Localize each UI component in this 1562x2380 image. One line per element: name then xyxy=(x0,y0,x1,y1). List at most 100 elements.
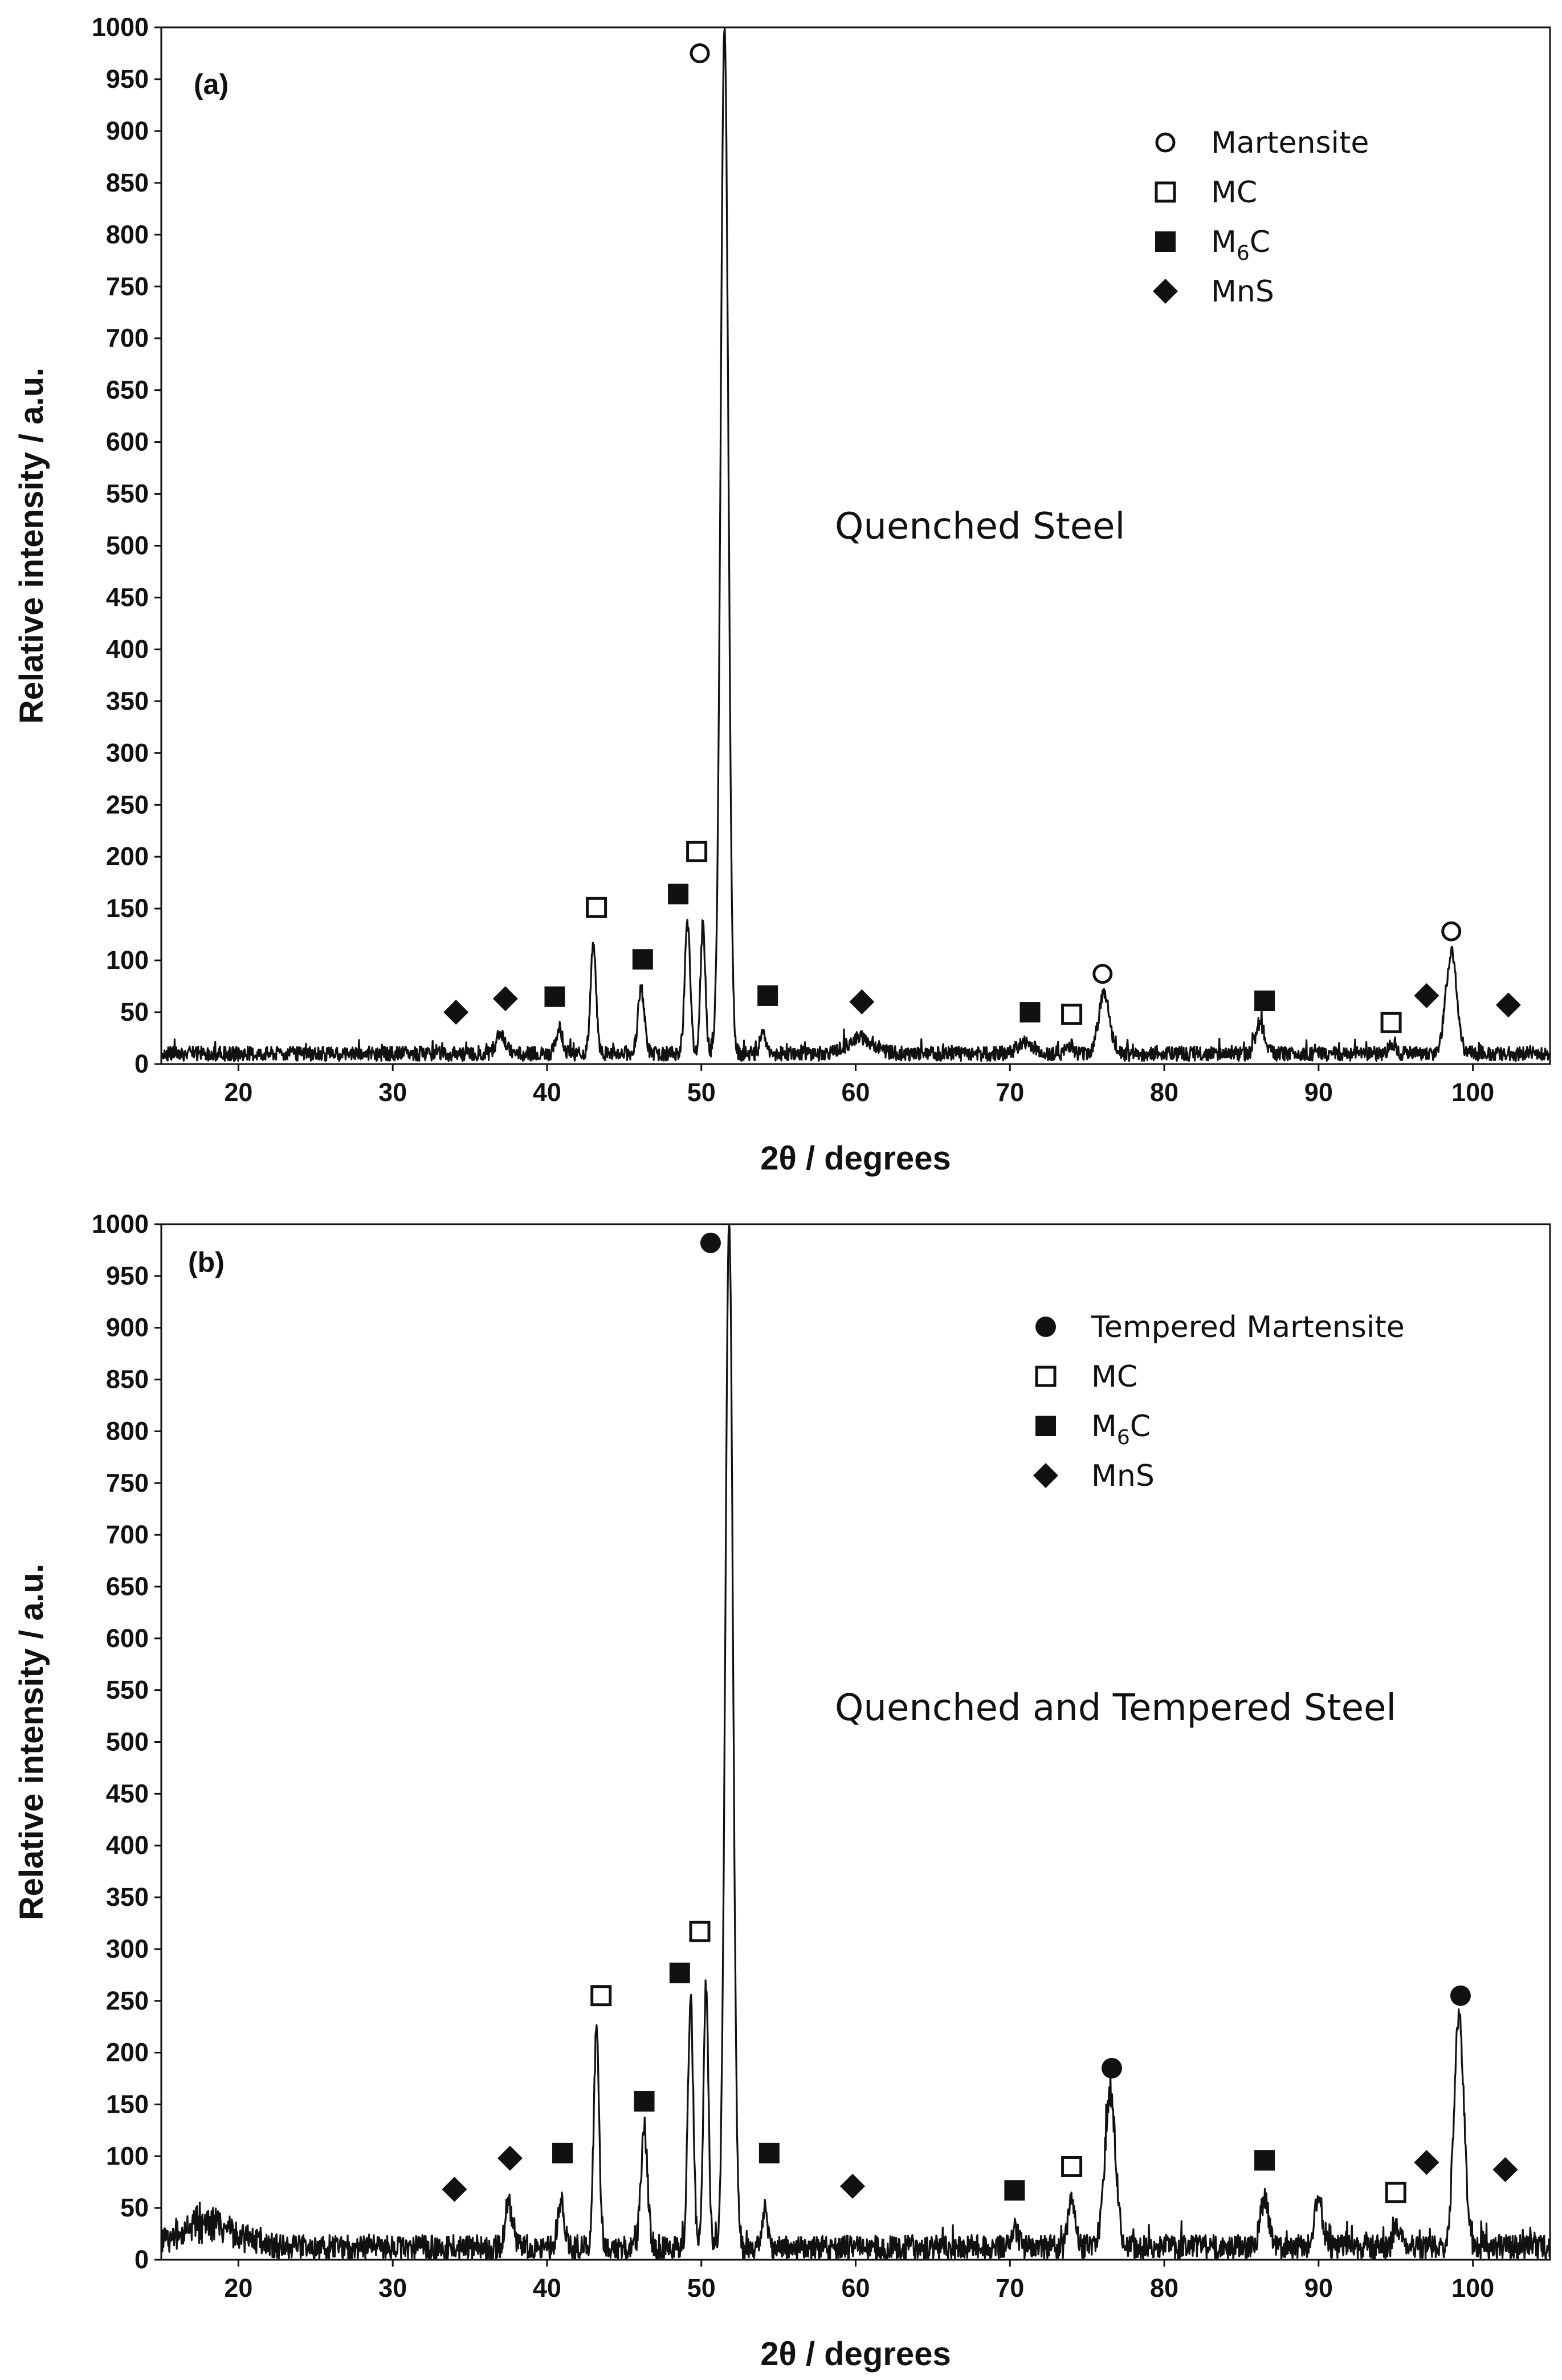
x-tick-label: 60 xyxy=(841,1078,870,1107)
phase-marker-mc xyxy=(1061,1004,1083,1025)
legend-marker xyxy=(1155,132,1176,153)
y-tick-label: 150 xyxy=(106,894,149,923)
x-tick-label: 30 xyxy=(378,1078,407,1107)
legend-marker xyxy=(1033,1463,1058,1488)
legend-label-subscript: 6 xyxy=(1237,242,1250,265)
legend-label: M6C xyxy=(1091,1409,1151,1449)
x-tick-label: 40 xyxy=(533,2273,561,2302)
y-tick-label: 450 xyxy=(106,582,149,612)
legend-label-text: Martensite xyxy=(1211,126,1369,160)
x-tick-label: 80 xyxy=(1150,2273,1178,2302)
x-tick-label: 90 xyxy=(1304,2273,1333,2302)
y-axis-title: Relative intensity / a.u. xyxy=(13,1564,50,1920)
y-tick-label: 400 xyxy=(106,1831,149,1860)
sample-annotation: Quenched and Tempered Steel xyxy=(835,1687,1396,1729)
phase-marker-m6c xyxy=(544,986,565,1007)
phase-marker-mc xyxy=(1061,2155,1083,2177)
phase-marker-mns xyxy=(840,2173,866,2199)
phase-marker-mns xyxy=(492,986,518,1012)
phase-marker-mc xyxy=(689,1921,711,1942)
legend-marker xyxy=(1035,1317,1056,1337)
y-tick-label: 500 xyxy=(106,1727,149,1757)
legend-label-suffix: C xyxy=(1130,1409,1151,1444)
phase-marker-m6c xyxy=(1254,991,1275,1012)
x-tick-label: 90 xyxy=(1304,1078,1333,1107)
phase-markers xyxy=(442,1232,1518,2203)
y-tick-label: 800 xyxy=(106,220,149,249)
y-tick-label: 200 xyxy=(106,842,149,871)
panel-label: (a) xyxy=(194,68,229,100)
phase-marker-mns xyxy=(1414,983,1439,1008)
phase-marker-m6c xyxy=(757,985,778,1006)
y-tick-label: 250 xyxy=(106,790,149,819)
y-axis: 0 50 100 150 200 250 300 350 400 450 500 550 600 650 7… xyxy=(92,13,161,1078)
phase-marker-tempered-martensite xyxy=(1101,2057,1122,2079)
y-tick-label: 600 xyxy=(106,1624,149,1653)
y-tick-label: 850 xyxy=(106,168,149,197)
phase-marker-martensite xyxy=(690,43,710,63)
phase-marker-mns xyxy=(443,1000,469,1025)
legend-label-suffix: C xyxy=(1250,225,1270,259)
panel-label: (b) xyxy=(188,1246,225,1278)
y-tick-label: 650 xyxy=(106,1572,149,1601)
y-tick-label: 950 xyxy=(106,1261,149,1290)
y-tick-label: 850 xyxy=(106,1365,149,1394)
phase-marker-mc xyxy=(686,841,708,862)
phase-marker-tempered-martensite xyxy=(700,1232,721,1253)
x-tick-label: 80 xyxy=(1150,1078,1178,1107)
legend-label: MnS xyxy=(1211,275,1274,309)
y-tick-label: 900 xyxy=(106,1313,149,1342)
y-axis: 0 50 100 150 200 250 300 350 400 450 500 550 600 650 7… xyxy=(92,1209,161,2274)
sample-annotation: Quenched Steel xyxy=(835,506,1125,548)
legend-label-subscript: 6 xyxy=(1117,1426,1130,1449)
x-tick-label: 70 xyxy=(996,2273,1024,2302)
y-tick-label: 350 xyxy=(106,1882,149,1912)
y-tick-label: 250 xyxy=(106,1986,149,2015)
legend-marker xyxy=(1155,181,1176,203)
legend-marker xyxy=(1035,1366,1057,1387)
phase-marker-m6c xyxy=(668,883,689,904)
phase-marker-mns xyxy=(1414,2150,1439,2175)
y-tick-label: 200 xyxy=(106,2038,149,2067)
y-tick-label: 350 xyxy=(106,686,149,715)
chart-panel-b: 0501001502002503003504004505005506006507… xyxy=(13,1209,1551,2373)
x-tick-label: 60 xyxy=(841,2273,870,2302)
phase-marker-martensite xyxy=(1441,921,1462,942)
xrd-pattern-line xyxy=(161,1224,1550,2260)
legend-label-text: MnS xyxy=(1211,275,1274,309)
legend-label-text: M xyxy=(1211,225,1237,259)
legend-label: MC xyxy=(1091,1360,1137,1394)
legend: Martensite MC M6C MnS xyxy=(1153,126,1369,309)
y-tick-label: 700 xyxy=(106,1520,149,1549)
phase-marker-mns xyxy=(442,2177,467,2202)
legend-marker xyxy=(1155,231,1176,252)
y-tick-label: 800 xyxy=(106,1416,149,1445)
phase-marker-m6c xyxy=(634,2090,655,2112)
phase-marker-m6c xyxy=(1004,2180,1025,2201)
phase-marker-martensite xyxy=(1092,964,1113,984)
y-tick-label: 500 xyxy=(106,531,149,560)
legend-label: MC xyxy=(1211,176,1257,210)
y-tick-label: 50 xyxy=(120,997,149,1026)
phase-marker-mns xyxy=(1492,2157,1518,2182)
x-tick-label: 100 xyxy=(1451,2273,1494,2302)
legend-label-text: M xyxy=(1091,1409,1117,1444)
x-tick-label: 50 xyxy=(687,1078,716,1107)
y-tick-label: 750 xyxy=(106,1468,149,1497)
phase-marker-m6c xyxy=(552,2142,573,2163)
phase-marker-mc xyxy=(590,1985,612,2007)
y-tick-label: 900 xyxy=(106,116,149,145)
phase-marker-m6c xyxy=(758,2142,780,2163)
y-tick-label: 550 xyxy=(106,1676,149,1705)
legend-label-text: MnS xyxy=(1091,1459,1155,1493)
phase-marker-mns xyxy=(1495,992,1521,1018)
phase-marker-m6c xyxy=(1019,1002,1041,1023)
legend-marker xyxy=(1153,279,1178,304)
legend-marker xyxy=(1035,1416,1056,1436)
x-axis: 20 30 40 50 60 70 80 90 100 xyxy=(224,2260,1494,2302)
xrd-pattern-line xyxy=(161,27,1550,1062)
y-tick-label: 1000 xyxy=(92,1209,149,1238)
legend-label-text: Tempered Martensite xyxy=(1091,1310,1405,1344)
